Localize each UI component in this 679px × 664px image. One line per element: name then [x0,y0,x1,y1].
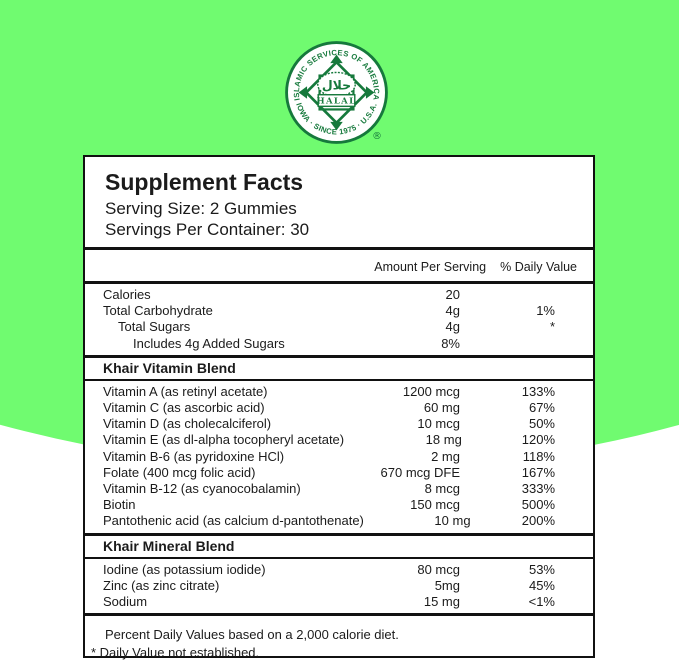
compass-arrow-right-icon [365,86,375,99]
nutrient-row: Vitamin A (as retinyl acetate) 1200 mcg 13… [85,384,593,400]
daily-value-column-header: % Daily Value [500,260,577,274]
nutrient-daily-value [460,336,555,352]
nutrient-row: Vitamin B-6 (as pyridoxine HCl) 2 mg 118% [85,449,593,465]
column-header-row: Amount Per Serving % Daily Value [85,250,593,281]
macro-rows: Calories 20 Total Carbohydrate 4g 1% Total Su… [85,284,593,355]
nutrient-amount: 4g [445,319,460,335]
nutrient-daily-value: 53% [528,561,555,577]
nutrient-name: Vitamin B-6 (as pyridoxine HCl) [103,448,285,464]
nutrient-daily-value: 167% [521,464,555,480]
nutrient-amount: 60 mg [423,400,460,416]
divider [85,556,593,559]
nutrient-daily-value: 50% [528,416,555,432]
nutrient-daily-value: 1% [536,303,555,319]
nutrient-row: Biotin 150 mcg 500% [85,497,593,513]
seal-arabic-text: حلال [322,77,351,92]
footnotes: Percent Daily Values based on a 2,000 ca… [85,616,593,661]
compass-arrow-bottom-icon [330,121,343,131]
nutrient-amount: 10 mcg [417,416,460,432]
nutrient-amount: 5mg [434,577,460,593]
amount-column-header: Amount Per Serving [374,260,487,274]
nutrient-name: Folate (400 mcg folic acid) [103,464,256,480]
nutrient-name: Iodine (as potassium iodide) [103,561,266,577]
nutrient-amount: 10 mg [434,513,471,529]
nutrient-amount: 8% [441,335,460,351]
nutrient-row: Folate (400 mcg folic acid) 670 mcg DFE 16… [85,465,593,481]
nutrient-daily-value: 200% [521,513,555,529]
mineral-blend-rows: Iodine (as potassium iodide) 80 mcg 53% Zin… [85,559,593,614]
nutrient-row: Vitamin D (as cholecalciferol) 10 mcg 50% [85,416,593,432]
nutrient-amount: 1200 mcg [402,383,460,399]
nutrient-amount: 4g [445,303,460,319]
nutrient-name: Vitamin D (as cholecalciferol) [103,416,272,432]
nutrient-row: Vitamin C (as ascorbic acid) 60 mg 67% [85,400,593,416]
nutrient-name: Includes 4g Added Sugars [133,335,285,351]
compass-arrow-top-icon [330,54,343,64]
nutrient-daily-value: * [549,319,555,335]
nutrient-name: Vitamin A (as retinyl acetate) [103,383,268,399]
nutrient-name: Calories [103,287,151,302]
halal-certification-seal: حلال HALAL ISLAMIC SERVICES OF AMERICA I… [285,41,388,144]
supplement-facts-panel: Supplement Facts Serving Size: 2 Gummies… [83,155,595,661]
panel-header: Supplement Facts Serving Size: 2 Gummies… [85,157,593,247]
nutrient-amount: 80 mcg [417,561,460,577]
nutrient-row: Zinc (as zinc citrate) 5mg 45% [85,578,593,594]
vitamin-blend-header: Khair Vitamin Blend [103,359,236,376]
nutrient-name: Pantothenic acid (as calcium d-pantothen… [103,513,364,529]
divider [85,613,593,617]
nutrient-daily-value: 118% [522,448,555,464]
vitamin-blend-rows: Vitamin A (as retinyl acetate) 1200 mcg 13… [85,381,593,533]
nutrient-amount: 2 mg [431,448,460,464]
nutrient-amount: 15 mg [423,594,460,610]
nutrient-name: Vitamin C (as ascorbic acid) [103,400,265,416]
nutrient-daily-value: 500% [521,497,555,513]
nutrient-name: Vitamin B-12 (as cyanocobalamin) [103,481,301,497]
nutrient-amount: 18 mg [425,432,462,448]
compass-arrow-left-icon [298,86,308,99]
nutrient-daily-value: 45% [528,577,555,593]
nutrient-amount: 150 mcg [410,497,460,513]
nutrient-daily-value: 67% [528,400,555,416]
nutrient-name: Zinc (as zinc citrate) [103,577,220,593]
nutrient-name: Total Sugars [118,319,191,335]
nutrient-name: Sodium [103,594,148,610]
serving-size: Serving Size: 2 Gummies [105,199,297,218]
nutrient-amount: 670 mcg DFE [380,464,460,480]
nutrient-row: Total Sugars 4g * [85,319,593,335]
registered-trademark-icon: ® [372,131,382,142]
nutrient-row: Calories 20 [85,287,593,303]
nutrient-row: Vitamin B-12 (as cyanocobalamin) 8 mcg 333… [85,481,593,497]
nutrient-row: Total Carbohydrate 4g 1% [85,303,593,319]
divider [85,247,593,250]
nutrient-name: Biotin [103,497,136,513]
divider [85,378,593,381]
nutrient-row: Includes 4g Added Sugars 8% [85,336,593,352]
seal-banner [317,94,356,108]
nutrient-row: Sodium 15 mg <1% [85,594,593,610]
nutrient-name: Total Carbohydrate [103,303,213,319]
footnote-not-established: * Daily Value not established. [91,644,260,660]
nutrient-row: Iodine (as potassium iodide) 80 mcg 53% [85,562,593,578]
nutrient-daily-value [460,287,555,303]
mineral-blend-header: Khair Mineral Blend [103,537,235,554]
divider [85,354,593,358]
nutrient-daily-value: <1% [528,594,555,610]
divider [85,532,593,536]
nutrient-daily-value: 120% [521,432,555,448]
footnote-daily-values: Percent Daily Values based on a 2,000 ca… [105,627,399,643]
nutrient-amount: 20 [445,287,460,302]
nutrient-daily-value: 333% [521,481,555,497]
nutrient-row: Pantothenic acid (as calcium d-pantothen… [85,513,593,529]
seal-banner-text: HALAL [317,96,357,106]
panel-title: Supplement Facts [105,169,304,195]
servings-per-container: Servings Per Container: 30 [105,220,310,239]
divider [85,281,593,284]
nutrient-amount: 8 mcg [424,481,460,497]
nutrient-name: Vitamin E (as dl-alpha tocopheryl acetat… [103,432,345,448]
nutrient-daily-value: 133% [521,383,555,399]
nutrient-row: Vitamin E (as dl-alpha tocopheryl acetat… [85,432,593,448]
